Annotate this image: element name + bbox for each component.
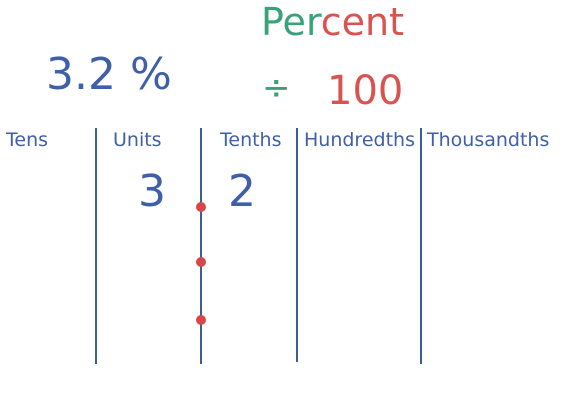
decimal-point-dot [196, 202, 206, 212]
column-divider [296, 128, 298, 362]
divisor-value: 100 [327, 68, 404, 114]
header-units: Units [113, 129, 162, 151]
header-tenths: Tenths [220, 129, 282, 151]
digit-units: 3 [138, 166, 166, 217]
percent-value: 3.2 % [46, 49, 172, 100]
header-tens: Tens [6, 129, 49, 151]
decimal-point-dot [196, 257, 206, 267]
column-divider [200, 128, 202, 364]
header-hundredths: Hundredths [304, 129, 415, 151]
column-divider [420, 128, 422, 364]
title-part-per: Per [261, 0, 321, 44]
decimal-point-dot [196, 315, 206, 325]
title-part-cent: cent [320, 0, 404, 44]
title-percent: Percent [261, 0, 404, 44]
column-divider [95, 128, 97, 364]
divide-icon: ÷ [262, 68, 291, 108]
digit-tenths: 2 [228, 166, 256, 217]
header-thousandths: Thousandths [427, 129, 550, 151]
